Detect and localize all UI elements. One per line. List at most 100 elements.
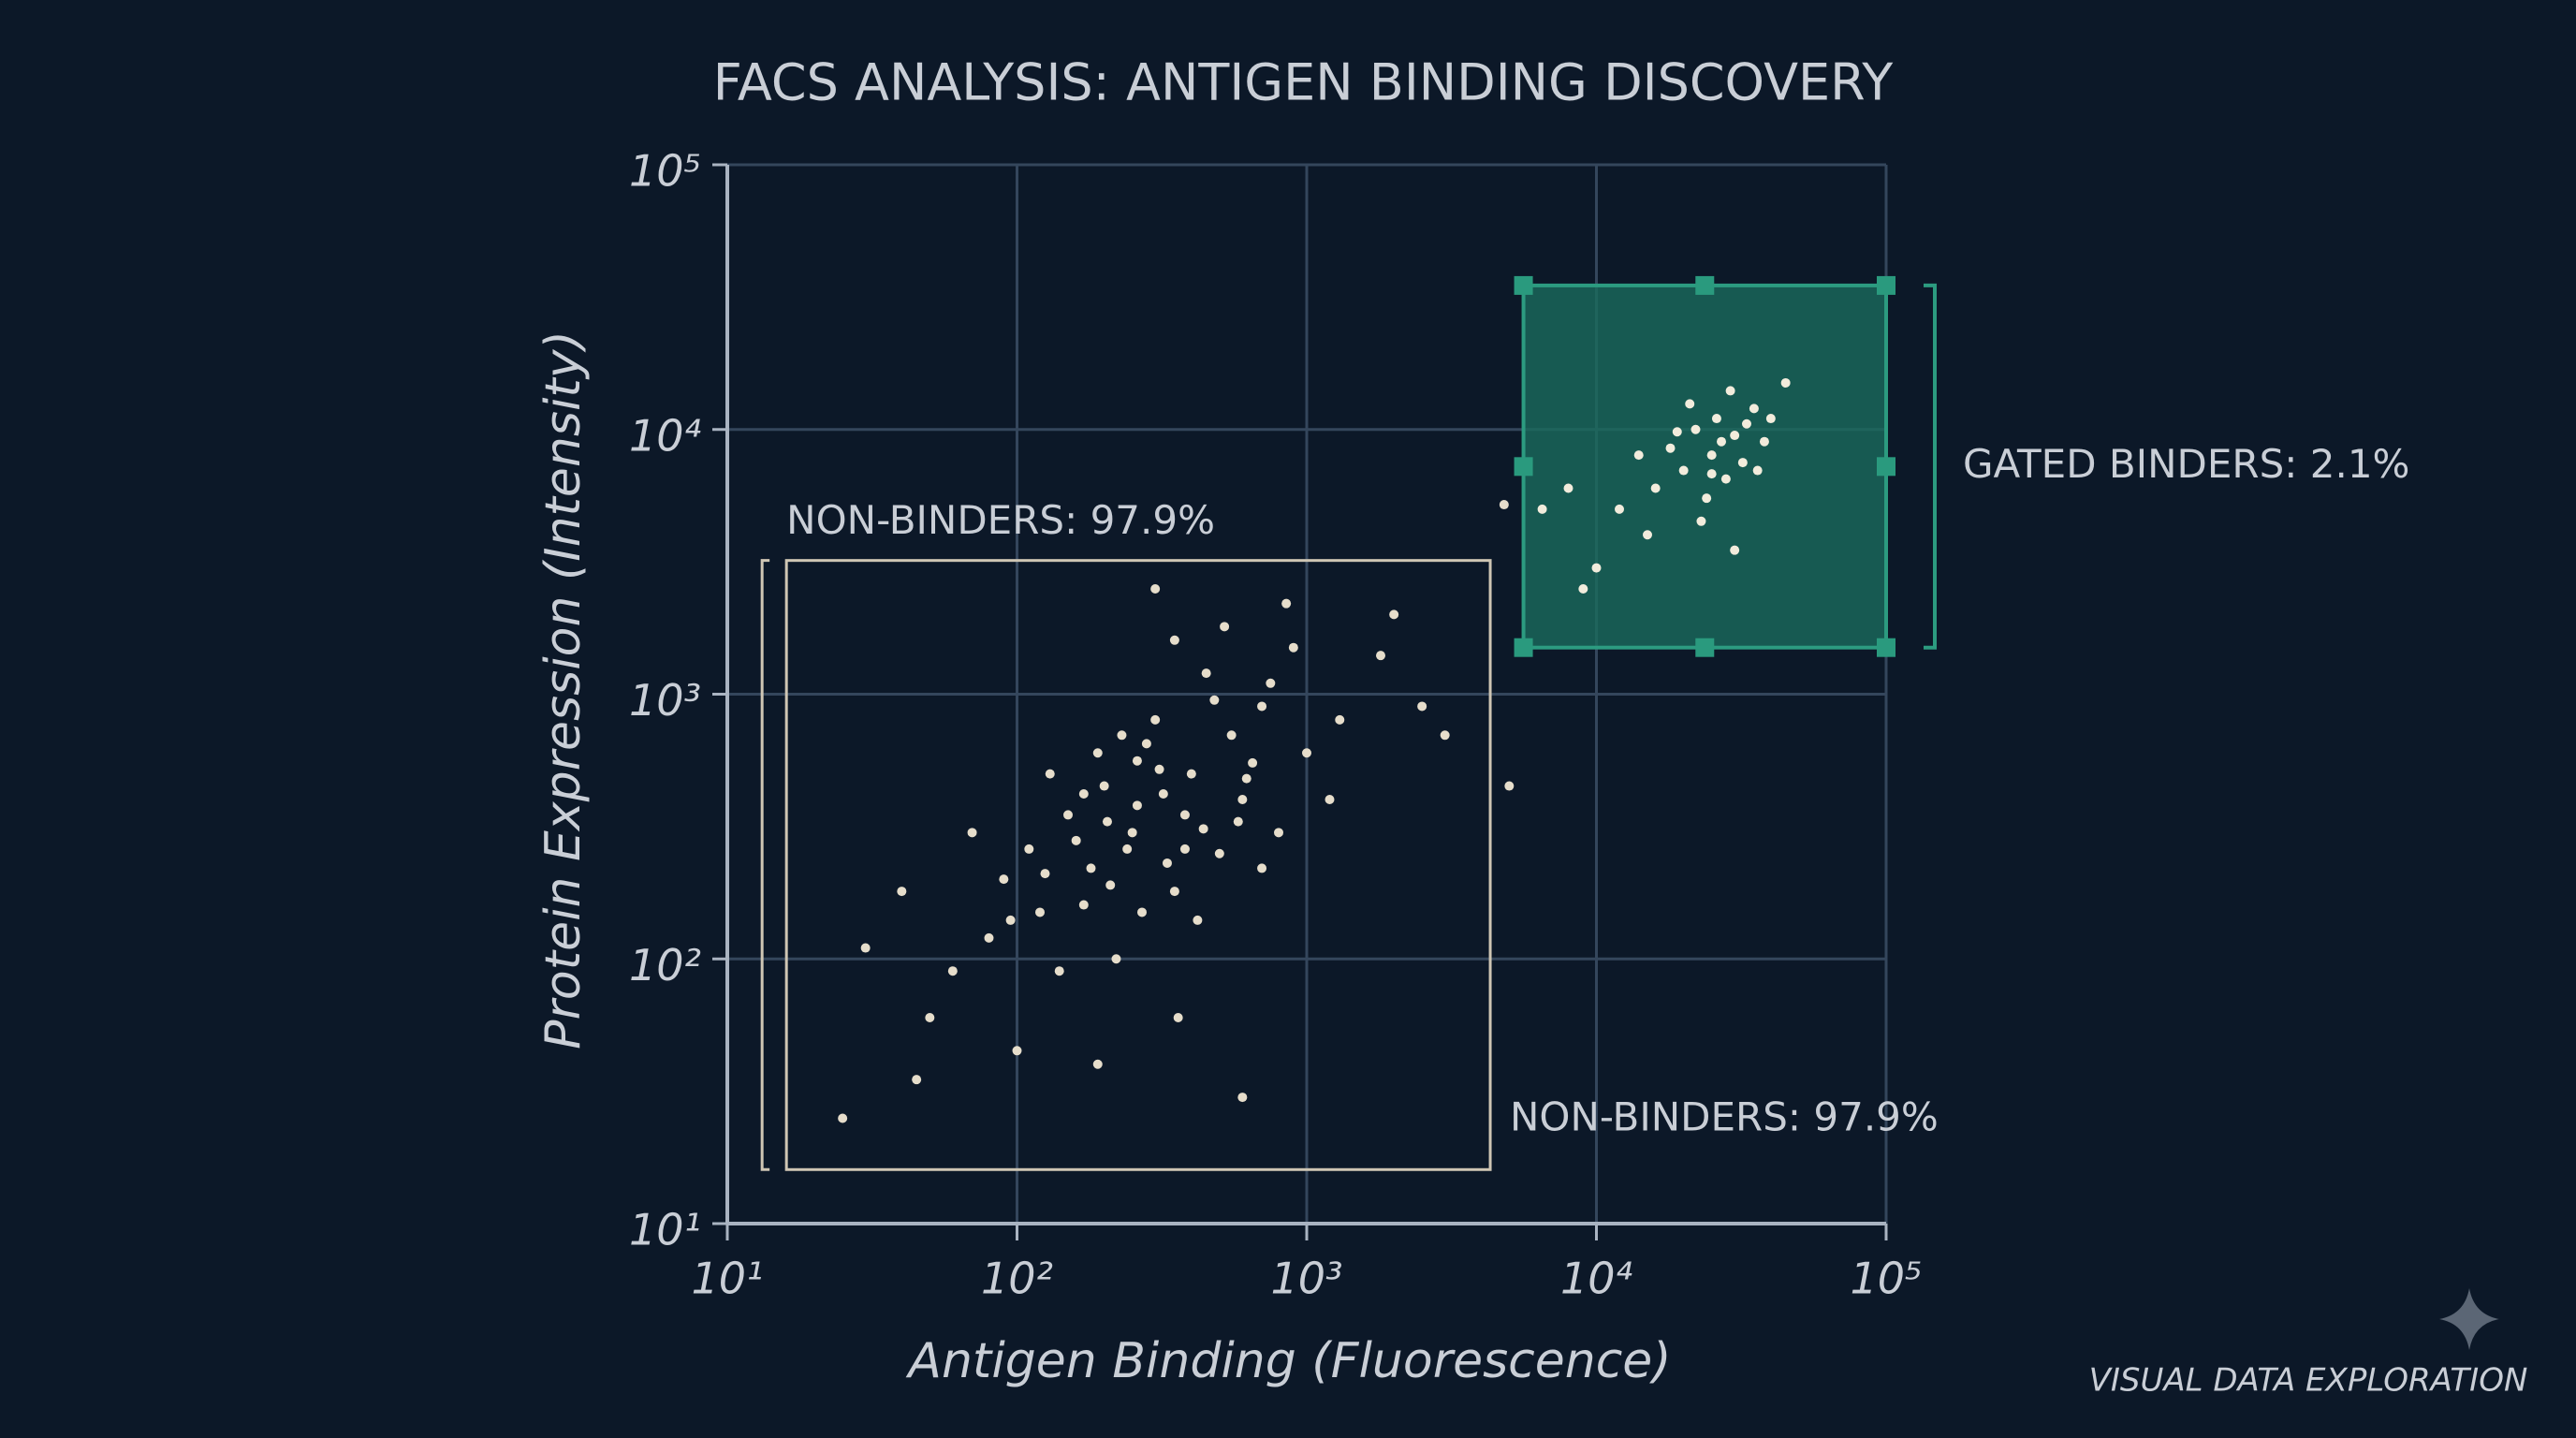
data-point — [1702, 493, 1712, 504]
data-point — [1150, 583, 1161, 594]
data-point — [1127, 828, 1137, 838]
data-point — [1193, 915, 1203, 925]
data-point — [1281, 598, 1292, 609]
x-tick-label: 10¹ — [692, 1254, 764, 1304]
data-point — [1725, 386, 1735, 396]
data-point — [1071, 835, 1081, 845]
data-point — [1248, 757, 1258, 768]
data-point — [1440, 730, 1450, 741]
data-point — [1765, 414, 1776, 424]
data-point — [1499, 500, 1509, 510]
data-point — [1672, 427, 1682, 437]
data-point — [1122, 844, 1133, 854]
data-point — [1266, 678, 1276, 688]
data-point — [1325, 795, 1335, 805]
data-point — [1102, 816, 1112, 827]
data-point — [1158, 789, 1168, 800]
gate-handle — [1514, 457, 1533, 477]
data-point — [1730, 431, 1740, 441]
y-tick-label: 10³ — [629, 675, 701, 726]
data-point — [1092, 748, 1103, 758]
data-point — [1678, 465, 1689, 476]
data-point — [1650, 483, 1661, 493]
data-point — [860, 943, 871, 953]
data-point — [1720, 474, 1731, 484]
data-point — [1335, 714, 1345, 725]
data-point — [1214, 848, 1224, 858]
data-point — [838, 1113, 848, 1123]
data-point — [1780, 377, 1791, 388]
data-point — [1591, 563, 1602, 573]
data-point — [1078, 900, 1089, 910]
data-point — [1274, 828, 1284, 838]
data-point — [1005, 915, 1016, 925]
data-point — [1257, 863, 1267, 873]
annotation: NON-BINDERS: 97.9% — [1510, 1094, 1939, 1140]
data-point — [1186, 769, 1196, 779]
data-point — [1288, 642, 1298, 653]
data-point — [1749, 404, 1759, 414]
data-point — [1376, 651, 1386, 661]
data-point — [1169, 635, 1179, 645]
x-tick-label: 10³ — [1271, 1254, 1343, 1304]
data-point — [947, 966, 958, 976]
data-point — [1417, 701, 1427, 712]
data-point — [1302, 748, 1311, 758]
data-point — [1024, 844, 1034, 854]
data-point — [1237, 795, 1248, 805]
data-point — [1173, 1012, 1183, 1022]
data-point — [1105, 880, 1116, 890]
data-point — [925, 1012, 935, 1022]
data-point — [1092, 1059, 1103, 1069]
data-point — [1179, 810, 1190, 820]
data-point — [1035, 907, 1046, 917]
data-point — [1537, 504, 1547, 514]
data-point — [1741, 418, 1751, 429]
data-point — [1012, 1046, 1022, 1056]
data-point — [1198, 824, 1208, 834]
data-point — [1040, 869, 1050, 879]
gate-label: GATED BINDERS: 2.1% — [1963, 441, 2409, 487]
data-point — [1150, 714, 1161, 725]
data-point — [1111, 954, 1121, 964]
chart-title: FACS ANALYSIS: ANTIGEN BINDING DISCOVERY — [713, 53, 1894, 112]
data-point — [1643, 530, 1653, 540]
data-point — [1132, 800, 1142, 811]
x-axis-title: Antigen Binding (Fluorescence) — [905, 1333, 1671, 1389]
data-point — [1563, 483, 1573, 493]
data-point — [1132, 756, 1142, 766]
data-point — [1063, 810, 1074, 820]
data-point — [1633, 450, 1644, 461]
gate-handle — [1514, 275, 1533, 295]
gate-handle — [1877, 638, 1895, 657]
data-point — [1241, 773, 1251, 784]
data-point — [1389, 609, 1399, 620]
x-tick-label: 10² — [981, 1254, 1053, 1304]
data-point — [999, 874, 1009, 885]
gate-handle — [1695, 638, 1715, 657]
y-axis-title: Protein Expression (Intensity) — [535, 330, 592, 1049]
data-point — [1154, 764, 1164, 774]
logo-icon — [2439, 1288, 2499, 1350]
data-point — [1201, 668, 1211, 679]
gate-bracket — [760, 559, 770, 1171]
data-point — [1615, 504, 1625, 514]
y-tick-label: 10⁴ — [629, 410, 701, 461]
data-point — [1665, 443, 1676, 453]
x-tick-label: 10⁵ — [1851, 1254, 1923, 1304]
data-point — [1696, 516, 1706, 526]
gate-box — [1521, 283, 1888, 650]
data-point — [1706, 450, 1717, 461]
data-point — [984, 932, 994, 943]
data-point — [1209, 695, 1220, 705]
y-tick-label: 10² — [629, 940, 701, 990]
data-point — [1504, 781, 1515, 791]
gate-handle — [1695, 275, 1715, 295]
footer: VISUAL DATA EXPLORATION — [2089, 1362, 2528, 1400]
data-point — [1717, 436, 1727, 447]
data-point — [1752, 465, 1763, 476]
data-point — [1117, 730, 1127, 741]
data-point — [1237, 1093, 1248, 1103]
